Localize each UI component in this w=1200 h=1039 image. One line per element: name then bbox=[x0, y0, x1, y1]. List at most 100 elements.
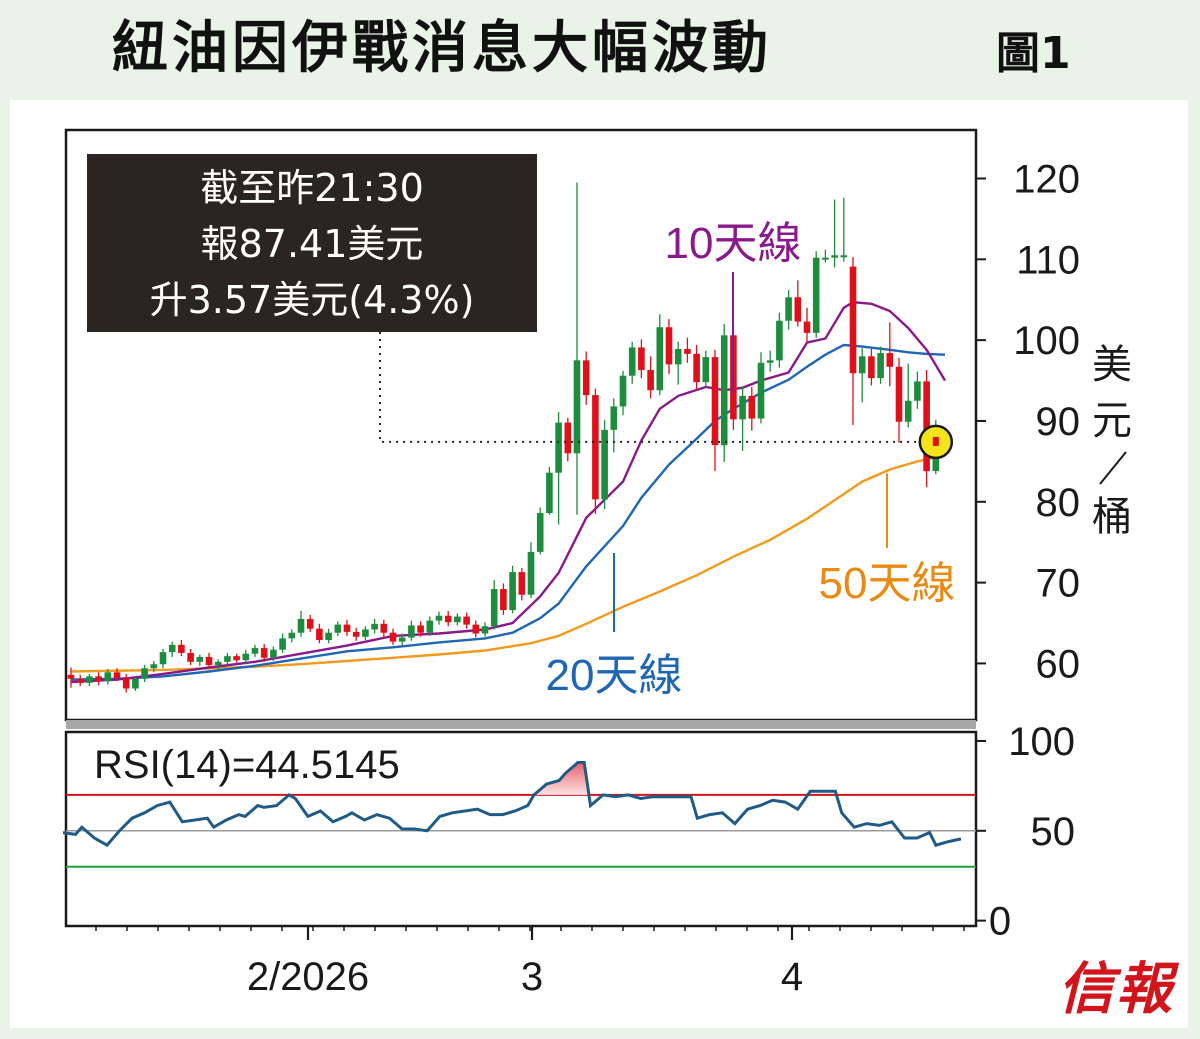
candle bbox=[500, 583, 507, 615]
candle-body bbox=[895, 366, 903, 422]
candle-body bbox=[435, 615, 443, 621]
candle-body bbox=[656, 327, 664, 391]
candle-body bbox=[840, 255, 848, 258]
candle bbox=[187, 648, 194, 666]
candle bbox=[389, 628, 397, 645]
candle bbox=[757, 352, 765, 424]
candle bbox=[647, 356, 654, 399]
price-y-tick-label: 70 bbox=[1036, 562, 1081, 606]
candle-body bbox=[260, 648, 268, 658]
candle bbox=[178, 639, 185, 657]
candle-body bbox=[592, 395, 599, 500]
candle-body bbox=[794, 297, 802, 322]
candle bbox=[739, 386, 746, 451]
candle bbox=[371, 618, 378, 634]
candle bbox=[582, 351, 590, 405]
y-axis-label-char: 桶 bbox=[1092, 495, 1132, 539]
candle bbox=[67, 667, 75, 688]
candle-body bbox=[858, 356, 866, 374]
candle bbox=[536, 507, 544, 555]
rsi-y-tick-label: 50 bbox=[1031, 810, 1076, 854]
candlesticks bbox=[67, 182, 940, 693]
candle-body bbox=[352, 631, 360, 637]
panel-separator bbox=[66, 720, 976, 729]
candle-body bbox=[362, 629, 369, 637]
candle bbox=[665, 319, 673, 375]
candle-body bbox=[334, 624, 342, 633]
candle-body bbox=[868, 356, 875, 379]
candle bbox=[104, 669, 112, 685]
candle bbox=[868, 349, 875, 386]
candle bbox=[426, 616, 434, 636]
price-y-tick-label: 90 bbox=[1036, 400, 1081, 444]
candle bbox=[380, 619, 388, 637]
candle-body bbox=[132, 678, 139, 689]
candle bbox=[858, 348, 866, 403]
candle bbox=[141, 665, 148, 683]
candle-body bbox=[150, 664, 158, 669]
candle bbox=[748, 387, 756, 431]
candle-body bbox=[628, 347, 636, 376]
candle bbox=[555, 412, 562, 525]
last-candle-body bbox=[932, 436, 939, 446]
candle-body bbox=[224, 656, 231, 662]
candle-body bbox=[279, 638, 286, 650]
candle bbox=[214, 659, 222, 670]
candle bbox=[224, 652, 231, 666]
candle bbox=[656, 314, 664, 396]
candle-body bbox=[536, 513, 544, 552]
chart-title: 紐油因伊戰消息大幅波動 bbox=[112, 16, 772, 81]
candle bbox=[702, 350, 710, 388]
rsi-y-tick-label: 100 bbox=[1008, 720, 1075, 764]
candle-body bbox=[803, 321, 811, 333]
x-tick-label: 2/2026 bbox=[247, 955, 369, 999]
candle bbox=[343, 619, 351, 636]
candle-body bbox=[785, 297, 792, 321]
price-callout-price: 報87.41美元 bbox=[200, 222, 424, 266]
candle-body bbox=[527, 551, 535, 595]
candle bbox=[288, 629, 296, 643]
candle bbox=[490, 580, 498, 630]
candle-body bbox=[582, 360, 590, 396]
candle-body bbox=[748, 395, 756, 419]
rsi-plot-frame bbox=[64, 730, 978, 928]
price-y-axis: 60 70 80 90 100 110 120 bbox=[976, 157, 1080, 686]
candle-body bbox=[214, 661, 222, 666]
candle-body bbox=[306, 618, 314, 629]
candle-body bbox=[178, 644, 185, 653]
candle-body bbox=[509, 572, 516, 611]
candle-body bbox=[426, 620, 434, 633]
candle-body bbox=[619, 375, 627, 407]
candle bbox=[895, 357, 903, 443]
candle-body bbox=[95, 676, 102, 682]
candle-body bbox=[104, 672, 112, 682]
candle-body bbox=[343, 624, 351, 632]
candle-body bbox=[693, 353, 700, 383]
candle-body bbox=[564, 422, 572, 454]
candle bbox=[877, 346, 884, 384]
rsi-panel: RSI(14)=44.5145 0 50 100 bbox=[62, 720, 1076, 944]
candle-body bbox=[849, 266, 857, 374]
candle bbox=[776, 312, 783, 368]
candle bbox=[886, 322, 894, 387]
candle bbox=[86, 673, 93, 687]
brand-logo: 信報 bbox=[1058, 956, 1174, 1022]
candle bbox=[794, 280, 802, 327]
candle bbox=[122, 673, 130, 693]
candle bbox=[564, 417, 572, 462]
candle-body bbox=[674, 349, 682, 365]
candle-body bbox=[546, 472, 553, 514]
candle-body bbox=[159, 652, 167, 665]
candle-body bbox=[573, 360, 581, 454]
candle bbox=[785, 290, 792, 330]
candle-body bbox=[711, 357, 719, 446]
candle-body bbox=[518, 572, 526, 595]
candle-body bbox=[472, 624, 480, 634]
candle-body bbox=[187, 652, 194, 662]
candle bbox=[518, 568, 526, 601]
candle-body bbox=[463, 616, 470, 625]
figure-number: 圖1 bbox=[996, 28, 1071, 79]
candle bbox=[766, 350, 774, 372]
candle bbox=[435, 611, 443, 625]
